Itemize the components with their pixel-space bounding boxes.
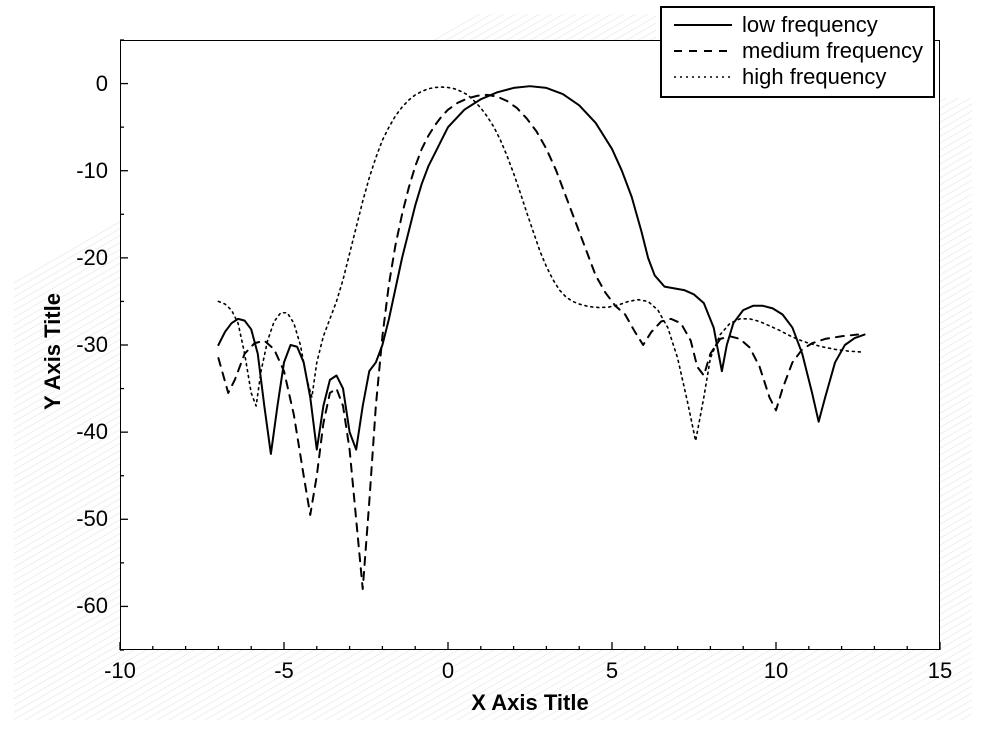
x-tick-label: -10 [104, 658, 136, 684]
y-tick-label: -50 [76, 506, 108, 532]
x-tick-label: 5 [606, 658, 618, 684]
y-tick-label: -10 [76, 158, 108, 184]
legend-label: high frequency [742, 64, 886, 90]
y-tick-label: -40 [76, 419, 108, 445]
legend-item: high frequency [672, 64, 923, 90]
legend-item: medium frequency [672, 38, 923, 64]
legend-swatch [672, 67, 734, 87]
x-tick-label: 15 [928, 658, 952, 684]
x-tick-label: 0 [442, 658, 454, 684]
x-tick-label: 10 [764, 658, 788, 684]
legend-swatch [672, 41, 734, 61]
chart-svg [0, 0, 1000, 743]
x-tick-label: -5 [274, 658, 294, 684]
legend-label: medium frequency [742, 38, 923, 64]
legend-label: low frequency [742, 12, 878, 38]
legend-item: low frequency [672, 12, 923, 38]
y-tick-label: -20 [76, 245, 108, 271]
y-tick-label: -30 [76, 332, 108, 358]
figure: Y Axis Title X Axis Title low frequencym… [0, 0, 1000, 743]
y-tick-label: -60 [76, 593, 108, 619]
y-tick-label: 0 [96, 71, 108, 97]
x-axis-title: X Axis Title [471, 690, 588, 716]
legend: low frequencymedium frequencyhigh freque… [660, 6, 935, 98]
legend-swatch [672, 15, 734, 35]
y-axis-title: Y Axis Title [40, 293, 66, 410]
